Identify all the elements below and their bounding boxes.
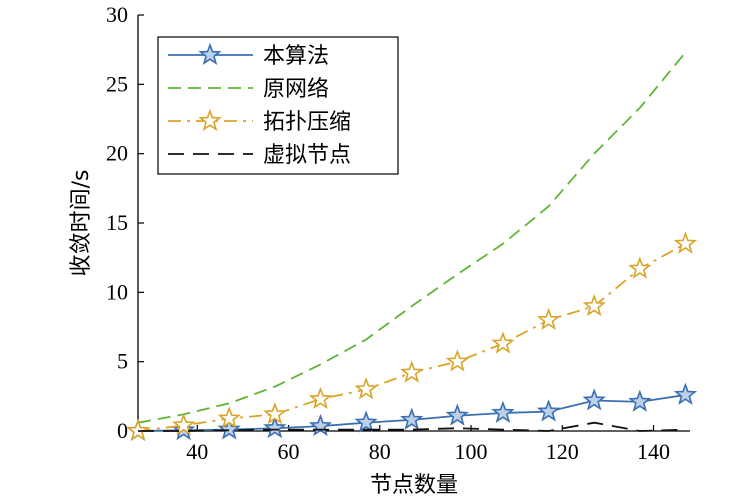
y-axis: 0 5 10 15 20 25 30	[106, 2, 144, 443]
x-tick-label: 140	[637, 439, 670, 464]
series-line	[138, 421, 686, 432]
legend-label: 原网络	[263, 77, 329, 102]
x-axis: 40 60 80 100 120 140	[186, 425, 670, 464]
data-point-star	[536, 307, 561, 331]
x-tick-label: 60	[278, 439, 300, 464]
legend-marker-star	[198, 42, 222, 65]
x-tick-label: 100	[455, 439, 488, 464]
y-tick-label: 0	[117, 418, 128, 443]
y-tick-label: 30	[106, 2, 128, 27]
data-point-star	[217, 406, 241, 429]
series-line	[137, 243, 686, 432]
x-axis-label: 节点数量	[370, 473, 458, 498]
data-point-star	[582, 293, 606, 317]
legend-item: 原网络	[168, 77, 329, 102]
data-point-star	[673, 382, 698, 405]
legend-item: 虚拟节点	[168, 143, 351, 168]
y-axis-label: 收敛时间/s	[69, 170, 94, 277]
data-point-star	[171, 413, 196, 436]
y-tick-label: 20	[106, 141, 128, 166]
series-2	[137, 51, 687, 424]
y-tick-label: 25	[106, 71, 128, 96]
data-point-star	[445, 403, 470, 426]
data-point-star	[536, 399, 561, 422]
x-tick-label: 40	[186, 439, 208, 464]
data-point-star	[263, 415, 287, 439]
series-4	[138, 421, 686, 432]
data-point-star	[354, 377, 378, 400]
data-point-star	[354, 410, 378, 433]
y-tick-label: 10	[106, 279, 128, 304]
y-tick-label: 15	[106, 210, 128, 235]
x-tick-label: 120	[546, 439, 579, 464]
legend-item: 拓扑压缩	[168, 108, 351, 135]
data-point-star	[628, 256, 652, 279]
legend-label: 本算法	[263, 44, 329, 69]
series-layer	[126, 51, 698, 441]
data-point-star	[491, 331, 515, 354]
data-point-star	[491, 400, 515, 423]
data-point-star	[308, 386, 333, 410]
series-3	[126, 231, 698, 441]
data-point-star	[445, 349, 470, 372]
data-point-star	[126, 418, 150, 441]
data-point-star	[217, 417, 241, 440]
data-point-star	[263, 402, 287, 425]
legend-label: 拓扑压缩	[263, 110, 351, 135]
legend-marker-star	[198, 108, 222, 131]
y-tick-label: 5	[117, 349, 128, 374]
series-line	[137, 51, 687, 424]
legend-box	[157, 36, 399, 175]
x-tick-label: 80	[369, 439, 391, 464]
data-point-star	[582, 388, 606, 411]
data-point-star	[628, 389, 652, 412]
legend-label: 虚拟节点	[263, 143, 351, 168]
data-point-star	[673, 231, 698, 254]
data-point-star	[400, 407, 424, 430]
data-point-star	[400, 360, 424, 383]
legend-item: 本算法	[168, 42, 329, 69]
